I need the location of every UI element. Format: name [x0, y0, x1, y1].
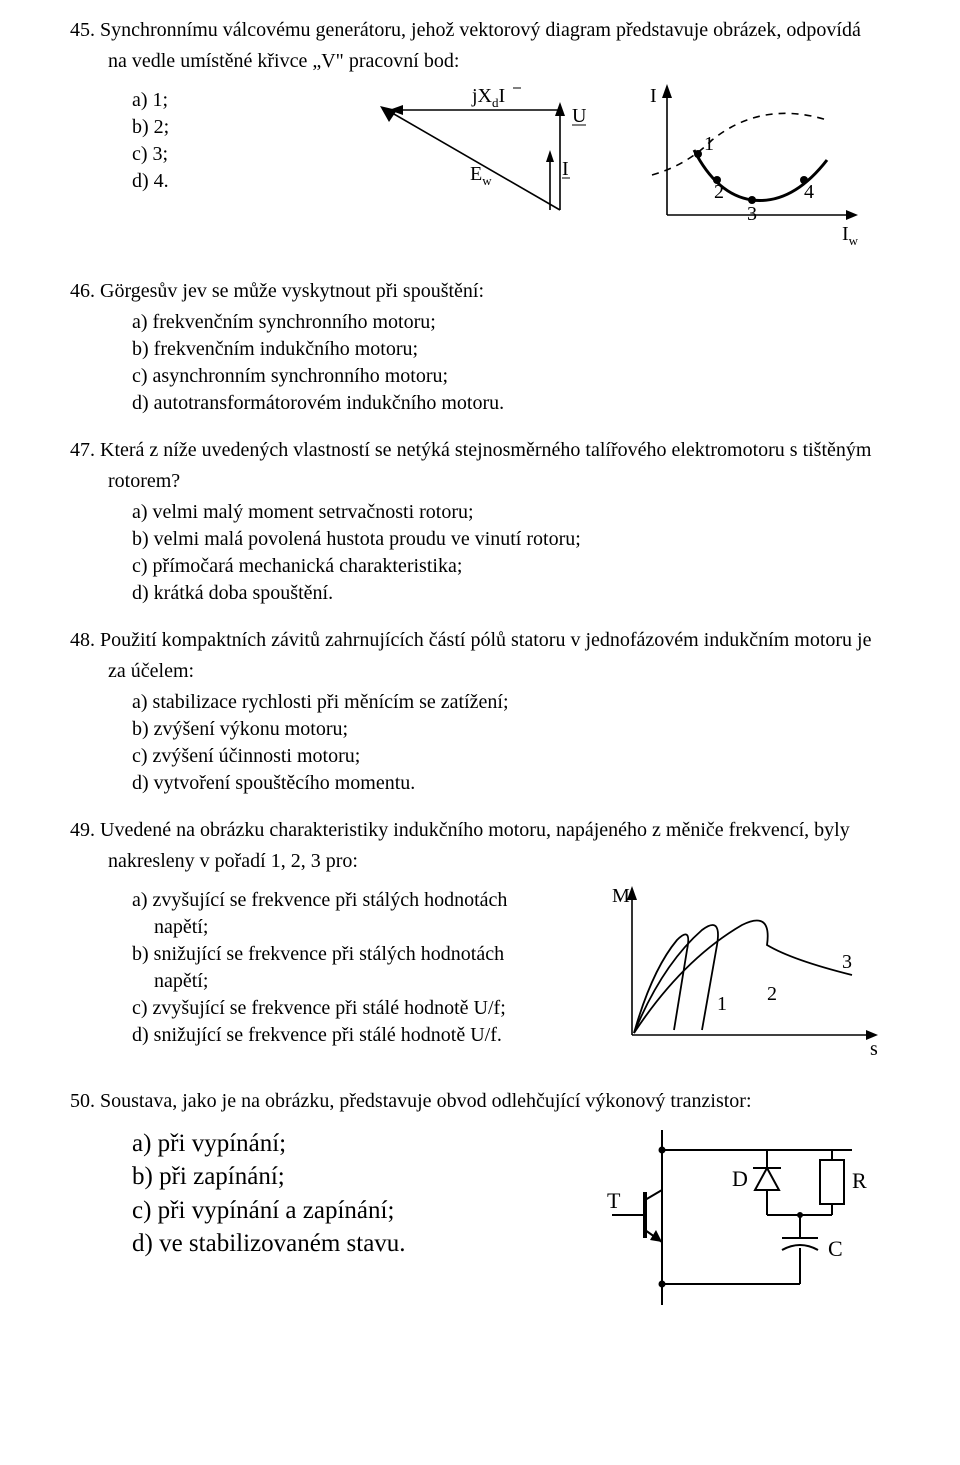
q45-text1: Synchronnímu válcovému generátoru, jehož…: [100, 19, 861, 41]
question-48: 48. Použití kompaktních závitů zahrnujíc…: [70, 628, 920, 796]
q48-opt-c: c) zvýšení účinnosti motoru;: [132, 744, 920, 769]
circuit-D: D: [732, 1166, 748, 1191]
question-50: 50. Soustava, jako je na obrázku, předst…: [70, 1089, 920, 1327]
q49-text: 49. Uvedené na obrázku charakteristiky i…: [70, 818, 920, 843]
q48-text1: Použití kompaktních závitů zahrnujících …: [100, 629, 871, 651]
q48-number: 48.: [70, 629, 95, 651]
q48-opt-a: a) stabilizace rychlosti při měnícím se …: [132, 690, 920, 715]
q50-options: a) při vypínání; b) při zapínání; c) při…: [70, 1126, 552, 1261]
circuit-R: R: [852, 1168, 867, 1193]
q47-opt-b: b) velmi malá povolená hustota proudu ve…: [132, 527, 920, 552]
q45-text: 45. Synchronnímu válcovému generátoru, j…: [70, 18, 920, 43]
q50-text: 50. Soustava, jako je na obrázku, předst…: [70, 1089, 920, 1114]
q49-opt-a1: a) zvyšující se frekvence při stálých ho…: [132, 888, 592, 913]
circuit-C: C: [828, 1236, 843, 1261]
q49-chart: M s 1 2 3: [592, 880, 892, 1067]
vcurve-pt4: 4: [804, 181, 814, 203]
q46-opt-b: b) frekvenčním indukčního motoru;: [132, 337, 920, 362]
q50-number: 50.: [70, 1090, 95, 1112]
q45-opt-b: b) 2;: [132, 115, 322, 140]
q45-opt-c: c) 3;: [132, 142, 322, 167]
q48-text2: za účelem:: [70, 659, 920, 684]
q49-curve1: 1: [717, 993, 727, 1015]
svg-text:Ew: Ew: [470, 163, 492, 188]
q48-options: a) stabilizace rychlosti při měnícím se …: [70, 690, 920, 796]
q45-row: a) 1; b) 2; c) 3; d) 4. U I: [70, 80, 920, 257]
question-46: 46. Görgesův jev se může vyskytnout při …: [70, 279, 920, 416]
q49-xlabel: s: [870, 1038, 878, 1060]
q47-opt-a: a) velmi malý moment setrvačnosti rotoru…: [132, 500, 920, 525]
question-47: 47. Která z níže uvedených vlastností se…: [70, 438, 920, 606]
label-jxdi-tail: I: [499, 85, 506, 107]
q45-text2: na vedle umístěné křivce „V" pracovní bo…: [70, 49, 920, 74]
q46-text1: Görgesův jev se může vyskytnout při spou…: [100, 280, 484, 302]
q48-text: 48. Použití kompaktních závitů zahrnujíc…: [70, 628, 920, 653]
vcurve-pt2: 2: [714, 181, 724, 203]
q50-opt-a: a) při vypínání;: [132, 1128, 552, 1159]
q47-opt-c: c) přímočará mechanická charakteristika;: [132, 554, 920, 579]
circuit-T: T: [607, 1188, 621, 1213]
q47-text: 47. Která z níže uvedených vlastností se…: [70, 438, 920, 463]
q46-number: 46.: [70, 280, 95, 302]
q48-opt-b: b) zvýšení výkonu motoru;: [132, 717, 920, 742]
q48-opt-d: d) vytvoření spouštěcího momentu.: [132, 771, 920, 796]
q49-options: a) zvyšující se frekvence při stálých ho…: [70, 886, 592, 1050]
vcurve-ylabel: I: [650, 85, 657, 107]
q45-vector-diagram: U I Ew jXdI: [322, 80, 622, 237]
q46-opt-d: d) autotransformátorovém indukčního moto…: [132, 391, 920, 416]
label-U: U: [572, 105, 587, 127]
q49-opt-a2: napětí;: [132, 915, 592, 940]
vcurve-pt1: 1: [704, 133, 714, 155]
q49-text2: nakresleny v pořadí 1, 2, 3 pro:: [70, 849, 920, 874]
q45-opt-a: a) 1;: [132, 88, 322, 113]
question-45: 45. Synchronnímu válcovému generátoru, j…: [70, 18, 920, 257]
q49-number: 49.: [70, 819, 95, 841]
q50-circuit: T D R: [552, 1120, 902, 1327]
q49-opt-b2: napětí;: [132, 969, 592, 994]
q49-row: a) zvyšující se frekvence při stálých ho…: [70, 880, 920, 1067]
q50-row: a) při vypínání; b) při zapínání; c) při…: [70, 1120, 920, 1327]
q50-opt-c: c) při vypínání a zapínání;: [132, 1195, 552, 1226]
question-49: 49. Uvedené na obrázku charakteristiky i…: [70, 818, 920, 1067]
q45-v-curve: I Iw 1 2 3 4: [632, 80, 872, 257]
q49-opt-b1: b) snižující se frekvence při stálých ho…: [132, 942, 592, 967]
q46-opt-c: c) asynchronním synchronního motoru;: [132, 364, 920, 389]
q47-text2: rotorem?: [70, 469, 920, 494]
label-Ew: E: [470, 163, 482, 185]
vcurve-xlabel: I: [842, 223, 849, 245]
q49-text1: Uvedené na obrázku charakteristiky induk…: [100, 819, 850, 841]
q46-opt-a: a) frekvenčním synchronního motoru;: [132, 310, 920, 335]
q45-options: a) 1; b) 2; c) 3; d) 4.: [70, 86, 322, 196]
q45-number: 45.: [70, 19, 95, 41]
q50-opt-d: d) ve stabilizovaném stavu.: [132, 1228, 552, 1259]
q49-curve2: 2: [767, 983, 777, 1005]
q50-opt-b: b) při zapínání;: [132, 1161, 552, 1192]
q47-number: 47.: [70, 439, 95, 461]
q49-ylabel: M: [612, 885, 630, 907]
q47-opt-d: d) krátká doba spouštění.: [132, 581, 920, 606]
svg-text:Iw: Iw: [842, 223, 859, 248]
label-Ew-sub: w: [482, 173, 492, 188]
label-I: I: [562, 158, 569, 180]
label-jxdi: jX: [471, 85, 493, 107]
vcurve-xlabel-sub: w: [849, 233, 859, 248]
q47-options: a) velmi malý moment setrvačnosti rotoru…: [70, 500, 920, 606]
q46-text: 46. Görgesův jev se může vyskytnout při …: [70, 279, 920, 304]
svg-text:jXdI: jXdI: [471, 85, 505, 110]
q49-opt-c: c) zvyšující se frekvence při stálé hodn…: [132, 996, 592, 1021]
q49-curve3: 3: [842, 951, 852, 973]
q49-opt-d: d) snižující se frekvence při stálé hodn…: [132, 1023, 592, 1048]
q46-options: a) frekvenčním synchronního motoru; b) f…: [70, 310, 920, 416]
vcurve-pt3: 3: [747, 203, 757, 225]
document-page: 45. Synchronnímu válcovému generátoru, j…: [0, 0, 960, 1389]
q45-opt-d: d) 4.: [132, 169, 322, 194]
q50-text1: Soustava, jako je na obrázku, představuj…: [100, 1090, 752, 1112]
q47-text1: Která z níže uvedených vlastností se net…: [100, 439, 871, 461]
